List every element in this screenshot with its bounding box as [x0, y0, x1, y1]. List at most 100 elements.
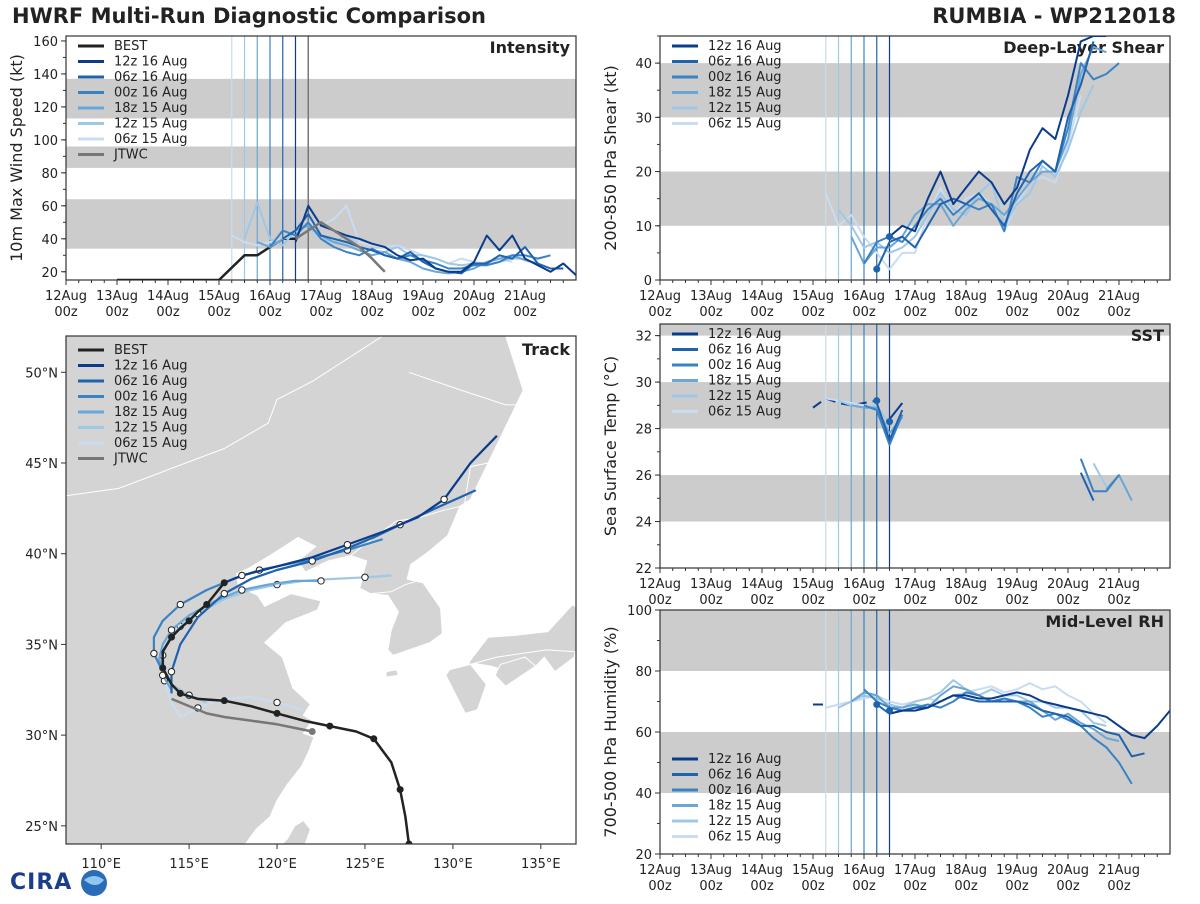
series-line-2	[863, 62, 1120, 265]
series-line-1	[875, 402, 1095, 502]
x-tick-label: 00z	[411, 305, 435, 320]
x-tick-label: 00z	[462, 305, 486, 320]
model-track-2	[152, 538, 383, 673]
y-tick-label: 60	[635, 726, 652, 741]
series-line-1	[282, 213, 564, 275]
series-line-1	[876, 694, 1145, 758]
x-tick-label: 00z	[750, 879, 774, 894]
y-tick-label: 20	[635, 848, 652, 863]
x-tick-label: 00z	[1107, 593, 1131, 608]
y-tick-label: 26	[635, 469, 652, 484]
track-point-open	[343, 540, 352, 549]
series-group	[117, 201, 576, 280]
best-track-point	[273, 709, 281, 717]
data-marker	[873, 701, 881, 709]
panel-title: SST	[1131, 326, 1164, 345]
lat-tick-label: 45°N	[25, 457, 58, 472]
country-border	[66, 336, 383, 497]
legend-label: 06z 15 Aug	[114, 132, 188, 147]
x-tick-label: 00z	[954, 305, 978, 320]
y-tick-label: 24	[635, 516, 652, 531]
legend-label: 00z 16 Aug	[708, 783, 782, 798]
legend-label: 12z 15 Aug	[114, 117, 188, 132]
x-tick-label: 00z	[1107, 305, 1131, 320]
model-track-0	[223, 435, 498, 584]
y-tick-label: 80	[635, 665, 652, 680]
rh-panel: 2040608010012Aug00z13Aug00z14Aug00z15Aug…	[601, 604, 1171, 894]
map-group	[66, 336, 576, 844]
x-tick-label: 20Aug	[453, 289, 495, 304]
legend-label: 00z 16 Aug	[708, 358, 782, 373]
x-tick-label: 16Aug	[843, 289, 885, 304]
y-tick-label: 160	[33, 35, 58, 50]
x-tick-label: 00z	[1005, 305, 1029, 320]
x-tick-label: 14Aug	[741, 577, 783, 592]
y-tick-label: 100	[33, 134, 58, 149]
jtwc-line	[294, 221, 386, 273]
x-tick-label: 17Aug	[894, 289, 936, 304]
x-tick-label: 19Aug	[996, 577, 1038, 592]
track-point-open	[273, 698, 281, 707]
x-tick-label: 00z	[1056, 305, 1080, 320]
land-jeju	[385, 669, 400, 678]
best-track-point	[396, 786, 404, 794]
shaded-band	[660, 171, 1170, 226]
y-tick-label: 100	[627, 604, 652, 619]
data-marker	[886, 418, 893, 426]
legend-label: 12z 15 Aug	[708, 814, 782, 829]
series-line-4	[837, 84, 1095, 254]
y-tick-label: 40	[41, 233, 58, 248]
legend-label: 18z 15 Aug	[114, 405, 188, 420]
best-track-point	[185, 617, 193, 625]
series-line-1	[875, 41, 1095, 270]
x-tick-label: 17Aug	[300, 289, 342, 304]
data-marker	[886, 233, 893, 241]
x-tick-label: 14Aug	[147, 289, 189, 304]
legend-label: 06z 16 Aug	[114, 374, 188, 389]
x-tick-label: 13Aug	[96, 289, 138, 304]
x-tick-label: 00z	[852, 305, 876, 320]
legend-label: 06z 16 Aug	[708, 55, 782, 70]
track-panel: 110°E 115°E 120°E 125°E 130°E 135°E 25°N 30°N 35…	[25, 335, 577, 872]
legend-label: 18z 15 Aug	[708, 799, 782, 814]
panel-title: Mid-Level RH	[1045, 612, 1164, 631]
x-tick-label: 00z	[801, 305, 825, 320]
x-tick-label: 00z	[258, 305, 282, 320]
shaded-band	[66, 146, 576, 168]
land-japan-main	[468, 603, 576, 665]
track-point-open	[238, 586, 246, 594]
x-tick-label: 00z	[954, 593, 978, 608]
x-tick-label: 00z	[750, 305, 774, 320]
legend-label: 06z 15 Aug	[114, 436, 188, 451]
track-point-open	[150, 649, 158, 658]
track-point-open	[167, 667, 176, 676]
legend-label: 06z 16 Aug	[708, 343, 782, 358]
lon-tick-label: 130°E	[433, 857, 473, 872]
x-tick-label: 15Aug	[792, 577, 834, 592]
x-tick-label: 12Aug	[45, 289, 87, 304]
best-track-point	[370, 735, 378, 743]
y-tick-label: 40	[635, 57, 652, 72]
y-tick-label: 140	[33, 68, 58, 83]
country-border	[370, 578, 424, 595]
track-point-open	[176, 600, 185, 609]
series-line-0	[888, 36, 1107, 238]
y-tick-label: 40	[635, 787, 652, 802]
x-tick-label: 12Aug	[639, 289, 681, 304]
x-tick-label: 00z	[513, 305, 537, 320]
track-point-open	[317, 577, 325, 585]
x-tick-label: 00z	[699, 305, 723, 320]
legend-label: 00z 16 Aug	[114, 390, 188, 405]
lon-tick-label: 115°E	[169, 857, 209, 872]
x-tick-label: 00z	[1056, 593, 1080, 608]
legend-label: 18z 15 Aug	[114, 101, 188, 116]
y-tick-label: 10	[635, 220, 652, 235]
lat-tick-label: 35°N	[25, 638, 58, 653]
x-tick-label: 14Aug	[741, 289, 783, 304]
x-tick-label: 00z	[903, 305, 927, 320]
best-track-point	[159, 664, 167, 672]
series-line-0	[888, 402, 904, 420]
series-dashed-line	[812, 397, 877, 409]
y-axis-label: 200-850 hPa Shear (kt)	[601, 65, 620, 251]
